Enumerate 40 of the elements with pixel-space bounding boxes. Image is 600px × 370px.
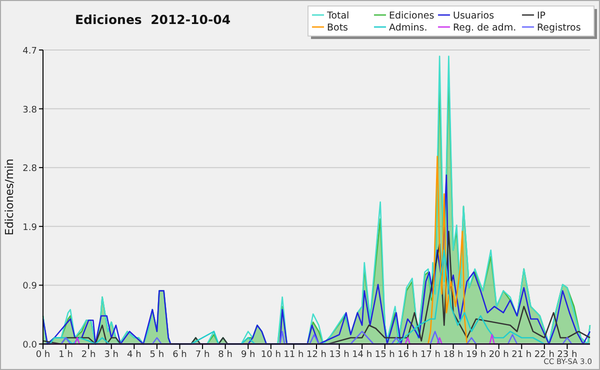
legend-label: Total xyxy=(326,10,350,22)
x-tick-label: 5 h xyxy=(150,350,164,360)
x-tick-label: 22 h xyxy=(534,350,554,360)
legend-label: Registros xyxy=(537,22,581,34)
x-tick-label: 17 h xyxy=(420,350,440,360)
x-tick-label: 14 h xyxy=(352,350,372,360)
x-tick-label: 21 h xyxy=(512,350,532,360)
legend-label: Reg. de adm. xyxy=(453,22,516,34)
x-tick-label: 8 h xyxy=(218,350,232,360)
x-tick-label: 18 h xyxy=(443,350,464,360)
y-tick-label: 4.7 xyxy=(22,46,37,56)
legend-label: Usuarios xyxy=(453,10,494,22)
x-tick-label: 6 h xyxy=(172,350,187,360)
y-tick-label: 0.0 xyxy=(22,340,38,350)
x-tick-label: 2 h xyxy=(81,350,96,360)
y-tick-label: 1.9 xyxy=(22,222,38,233)
x-tick-label: 20 h xyxy=(488,350,509,360)
x-tick-label: 19 h xyxy=(466,350,486,360)
y-tick-label: 3.8 xyxy=(22,105,38,116)
y-tick-label: 0.9 xyxy=(22,282,38,292)
legend-label: IP xyxy=(537,10,546,22)
y-axis-title: Ediciones/min xyxy=(3,158,16,236)
x-tick-label: 3 h xyxy=(104,350,119,360)
x-tick-label: 1 h xyxy=(58,350,73,360)
y-tick-label: 2.8 xyxy=(22,164,38,174)
legend-label: Ediciones xyxy=(389,10,434,22)
x-tick-label: 16 h xyxy=(398,350,418,360)
legend-label: Admins. xyxy=(389,22,428,34)
x-tick-label: 11 h xyxy=(284,350,304,360)
x-tick-label: 15 h xyxy=(374,350,395,360)
x-tick-label: 23 h xyxy=(557,350,578,360)
legend-label: Bots xyxy=(327,22,348,34)
chart-title: Ediciones 2012-10-04 xyxy=(75,12,231,27)
x-tick-label: 12 h xyxy=(306,350,327,360)
x-tick-label: 7 h xyxy=(195,350,210,360)
x-tick-label: 9 h xyxy=(240,350,256,360)
x-tick-label: 10 h xyxy=(260,350,281,360)
x-tick-label: 4 h xyxy=(127,350,142,360)
x-tick-label: 0 h xyxy=(36,350,50,360)
x-tick-label: 13 h xyxy=(329,350,350,360)
